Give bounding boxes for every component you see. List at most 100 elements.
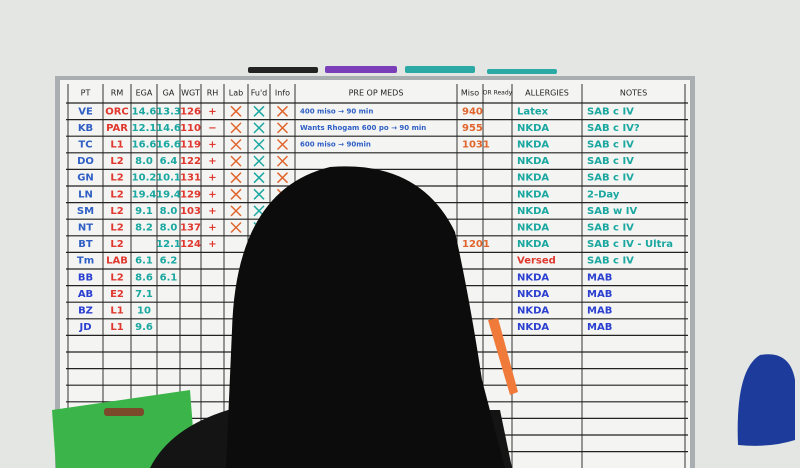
cell-text: +	[208, 239, 216, 250]
cell-text: 7.1	[135, 289, 153, 300]
cell-text: BZ	[78, 306, 93, 317]
column-header: Info	[275, 89, 290, 98]
cell-text: 400 miso → 90 min	[300, 107, 373, 115]
column-header: Fu'd	[251, 89, 268, 98]
check-mark	[230, 138, 242, 151]
check-mark	[230, 188, 242, 200]
cell-text: AB	[78, 289, 93, 300]
cell-text: +	[208, 140, 216, 151]
cell-text: 103	[180, 206, 201, 217]
cell-text: 124	[180, 239, 201, 250]
cell-text: E2	[110, 289, 124, 300]
column-header: EGA	[136, 89, 153, 98]
cell-text: 940	[462, 106, 483, 117]
cell-text: L1	[110, 306, 123, 317]
column-header: WGT	[181, 89, 200, 98]
folder-clip	[104, 408, 144, 416]
marker	[487, 69, 557, 74]
cell-text: +	[208, 223, 216, 234]
check-mark	[230, 155, 242, 167]
cell-text: VE	[78, 106, 93, 117]
cell-text: PAR	[106, 123, 128, 134]
check-mark	[253, 122, 265, 134]
check-mark	[230, 105, 242, 117]
cell-text: MAB	[587, 289, 612, 300]
cell-text: 9.1	[135, 206, 153, 217]
marker	[325, 66, 397, 73]
cell-text: L1	[110, 322, 123, 333]
cell-text: JD	[78, 322, 91, 333]
cell-text: NT	[78, 223, 93, 234]
cell-text: NKDA	[517, 223, 549, 234]
check-mark	[230, 221, 242, 234]
cell-text: L2	[110, 156, 123, 167]
board-text: PT RM EGA GA WGT RH Lab Fu'd Info PRE OP MEDS Miso…	[77, 89, 673, 334]
cell-text: BT	[78, 239, 93, 250]
column-header: PT	[81, 89, 91, 98]
cell-text: 129	[180, 189, 201, 200]
cell-text: 8.2	[135, 223, 153, 234]
column-header: GA	[163, 89, 175, 98]
cell-text: L2	[110, 206, 123, 217]
cell-text: NKDA	[517, 289, 549, 300]
cell-text: L1	[110, 140, 123, 151]
check-mark	[253, 138, 265, 151]
cell-text: 19.4	[156, 189, 181, 200]
cell-text: 6.4	[160, 156, 178, 167]
check-mark	[276, 172, 289, 184]
check-mark	[276, 138, 289, 151]
column-header: ALLERGIES	[525, 89, 569, 98]
cell-text: 16.6	[132, 140, 157, 151]
cell-text: +	[208, 173, 216, 184]
cell-text: L2	[110, 239, 123, 250]
cell-text: SAB c IV?	[587, 123, 640, 134]
cell-text: NKDA	[517, 322, 549, 333]
cell-text: 955	[462, 123, 483, 134]
blue-device	[737, 354, 795, 446]
check-mark	[276, 105, 289, 117]
cell-text: 1031	[462, 140, 490, 151]
cell-text: SAB c IV	[587, 223, 634, 234]
check-mark	[230, 205, 242, 217]
cell-text: L2	[110, 189, 123, 200]
cell-text: LAB	[106, 256, 128, 267]
cell-text: 6.2	[160, 256, 178, 267]
cell-text: SAB c IV - Ultra	[587, 239, 673, 250]
cell-text: ORC	[105, 106, 129, 117]
cell-text: 1201	[462, 239, 490, 250]
cell-text: 12.1	[156, 239, 181, 250]
cell-text: SAB c IV	[587, 156, 634, 167]
cell-text: 12.1	[132, 123, 157, 134]
cell-text: L2	[110, 223, 123, 234]
cell-text: NKDA	[517, 189, 549, 200]
cell-text: SAB c IV	[587, 256, 634, 267]
cell-text: 14.6	[156, 123, 181, 134]
cell-text: NKDA	[517, 306, 549, 317]
cell-text: NKDA	[517, 173, 549, 184]
cell-text: TC	[78, 140, 92, 151]
cell-text: 9.6	[135, 322, 153, 333]
cell-text: 8.0	[135, 156, 153, 167]
cell-text: NKDA	[517, 140, 549, 151]
cell-text: KB	[78, 123, 93, 134]
cell-text: GN	[77, 173, 94, 184]
cell-text: 13.3	[156, 106, 181, 117]
marker-on-board	[488, 318, 518, 395]
cell-text: 8.6	[135, 272, 153, 283]
check-mark	[276, 155, 289, 167]
cell-text: NKDA	[517, 156, 549, 167]
cell-text: BB	[78, 272, 93, 283]
cell-text: 600 miso → 90min	[300, 141, 371, 149]
cell-text: 10	[137, 306, 151, 317]
cell-text: 8.0	[160, 223, 178, 234]
check-mark	[253, 172, 265, 184]
cell-text: +	[208, 206, 216, 217]
cell-text: 126	[180, 106, 201, 117]
person-hair	[226, 166, 505, 468]
cell-text: MAB	[587, 306, 612, 317]
column-header: NOTES	[620, 89, 647, 98]
cell-text: 131	[180, 173, 201, 184]
column-header: OR Ready	[483, 90, 513, 97]
column-header: Lab	[229, 89, 243, 98]
